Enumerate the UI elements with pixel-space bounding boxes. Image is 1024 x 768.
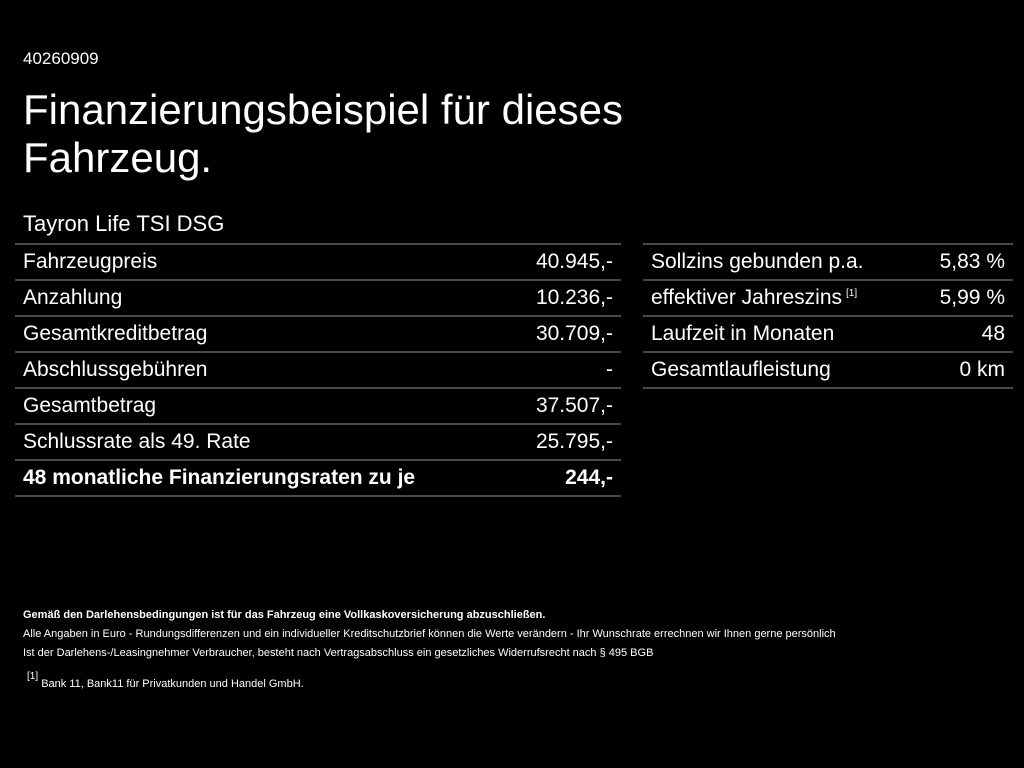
insurance-note: Gemäß den Darlehensbedingungen ist für d…: [23, 609, 546, 621]
row-label: Laufzeit in Monaten: [651, 322, 835, 345]
table-row: Laufzeit in Monaten 48: [643, 315, 1013, 351]
row-value: -: [606, 358, 613, 381]
row-value: 48: [981, 322, 1005, 345]
table-row: Abschlussgebühren -: [15, 351, 621, 387]
row-label: Anzahlung: [23, 286, 123, 309]
table-row: Fahrzeugpreis 40.945,-: [15, 243, 621, 279]
table-row: Gesamtlaufleistung 0 km: [643, 351, 1013, 389]
row-label: 48 monatliche Finanzierungsraten zu je: [23, 466, 416, 489]
row-label: Gesamtkreditbetrag: [23, 322, 208, 345]
footnote: [1] Bank 11, Bank11 für Privatkunden und…: [23, 667, 836, 694]
page-title: Finanzierungsbeispiel für dieses Fahrzeu…: [23, 86, 623, 181]
row-label: Schlussrate als 49. Rate: [23, 430, 251, 453]
row-value: 0 km: [959, 358, 1005, 381]
row-value: 5,99 %: [939, 286, 1005, 309]
footnote-text: Bank 11, Bank11 für Privatkunden und Han…: [41, 678, 304, 690]
table-row: Gesamtbetrag 37.507,-: [15, 387, 621, 423]
withdrawal-note: Ist der Darlehens-/Leasingnehmer Verbrau…: [23, 647, 654, 659]
row-label: effektiver Jahreszins: [651, 286, 843, 309]
legal-notes: Gemäß den Darlehensbedingungen ist für d…: [23, 606, 836, 694]
table-row: effektiver Jahreszins [1] 5,99 %: [643, 279, 1013, 315]
row-value: 37.507,-: [535, 394, 613, 417]
table-row: Sollzins gebunden p.a. 5,83 %: [643, 243, 1013, 279]
offer-code: 40260909: [23, 49, 99, 68]
financing-table: Fahrzeugpreis 40.945,- Anzahlung 10.236,- …: [15, 243, 621, 497]
monthly-rate-row: 48 monatliche Finanzierungsraten zu je 24…: [15, 459, 621, 497]
disclaimer-line: Alle Angaben in Euro - Rundungsdifferenz…: [23, 628, 836, 640]
row-value: 40.945,-: [535, 250, 613, 273]
row-value: 25.795,-: [535, 430, 613, 453]
table-row: Schlussrate als 49. Rate 25.795,-: [15, 423, 621, 459]
row-label: Abschlussgebühren: [23, 358, 208, 381]
row-label: Sollzins gebunden p.a.: [651, 250, 864, 273]
row-label: Gesamtbetrag: [23, 394, 157, 417]
row-value: 10.236,-: [535, 286, 613, 309]
row-value: 30.709,-: [535, 322, 613, 345]
row-label: Fahrzeugpreis: [23, 250, 158, 273]
vehicle-model: Tayron Life TSI DSG: [23, 211, 225, 236]
table-row: Gesamtkreditbetrag 30.709,-: [15, 315, 621, 351]
table-row: Anzahlung 10.236,-: [15, 279, 621, 315]
row-value: 5,83 %: [939, 250, 1005, 273]
row-value: 244,-: [565, 466, 613, 489]
row-label: Gesamtlaufleistung: [651, 358, 831, 381]
footnote-marker: [1]: [27, 671, 39, 682]
interest-table: Sollzins gebunden p.a. 5,83 % effektiver …: [643, 243, 1013, 389]
footnote-ref: [1]: [846, 288, 858, 299]
